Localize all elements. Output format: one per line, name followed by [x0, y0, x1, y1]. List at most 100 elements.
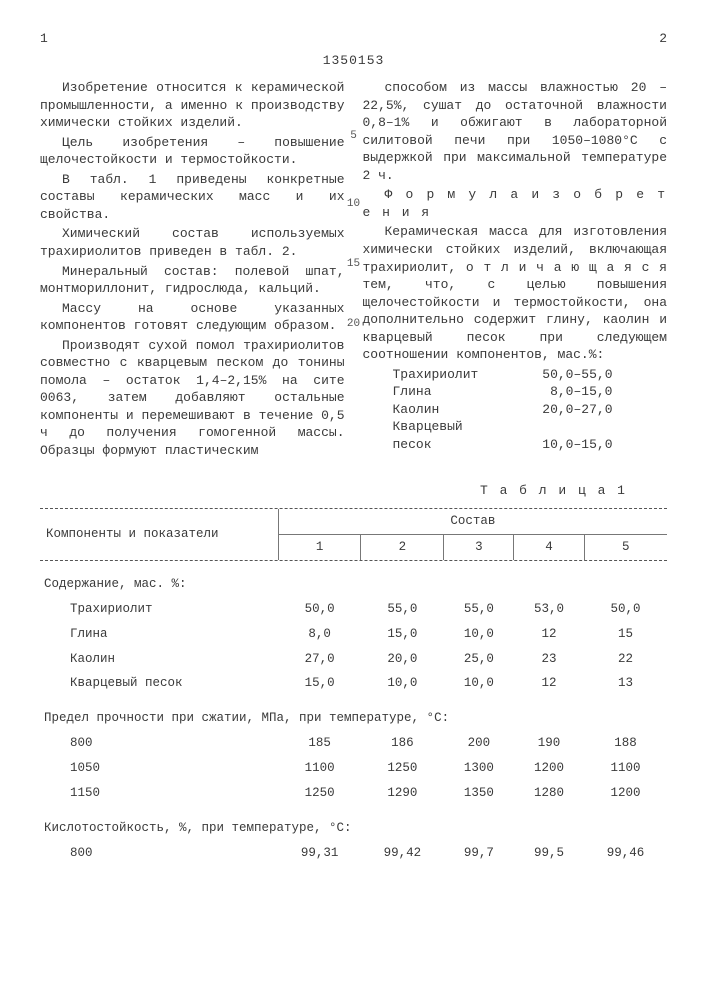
ratio-row: Каолин 20,0–27,0 — [393, 401, 613, 419]
para: Массу на основе указанных компонентов го… — [40, 300, 345, 335]
cell: 1200 — [514, 756, 584, 781]
table-row: Глина8,015,010,01215 — [40, 622, 667, 647]
table-row: 80099,3199,4299,799,599,46 — [40, 841, 667, 866]
cell: 53,0 — [514, 597, 584, 622]
section-label: Кислотостойкость, %, при температуре, °С… — [40, 806, 667, 841]
line-marker: 20 — [345, 317, 363, 332]
cell: 190 — [514, 731, 584, 756]
cell: 50,0 — [278, 597, 361, 622]
page-left: 1 — [40, 30, 48, 48]
doc-number: 1350153 — [40, 52, 667, 70]
row-label: Кварцевый песок — [40, 671, 278, 696]
cell: 20,0 — [361, 647, 444, 672]
cell: 15 — [584, 622, 667, 647]
line-marker: 10 — [345, 197, 363, 212]
table-row: Каолин27,020,025,02322 — [40, 647, 667, 672]
table-row: 800185186200190188 — [40, 731, 667, 756]
ratio-row: Трахириолит 50,0–55,0 — [393, 366, 613, 384]
table-row: 115012501290135012801200 — [40, 781, 667, 806]
cell: 8,0 — [278, 622, 361, 647]
row-label: 1150 — [40, 781, 278, 806]
ratio-range: 10,0–15,0 — [542, 436, 612, 454]
col-header-components: Компоненты и показатели — [40, 509, 278, 560]
ratio-name: Каолин — [393, 401, 440, 419]
cell: 99,5 — [514, 841, 584, 866]
para: Производят сухой помол трахириолитов сов… — [40, 337, 345, 460]
cell: 1200 — [584, 781, 667, 806]
row-label: 1050 — [40, 756, 278, 781]
ratio-row: Кварцевый — [393, 418, 613, 436]
para: Керамическая масса для изготовления хими… — [363, 223, 668, 363]
cell: 25,0 — [444, 647, 514, 672]
composition-table: Компоненты и показатели Состав 1 2 3 4 5… — [40, 507, 667, 865]
col-num: 5 — [584, 535, 667, 560]
ratio-range: 8,0–15,0 — [550, 383, 612, 401]
section-label: Предел прочности при сжатии, МПа, при те… — [40, 696, 667, 731]
cell: 200 — [444, 731, 514, 756]
ratio-name: песок — [393, 436, 432, 454]
cell: 1100 — [278, 756, 361, 781]
cell: 50,0 — [584, 597, 667, 622]
ratio-row: песок 10,0–15,0 — [393, 436, 613, 454]
cell: 1300 — [444, 756, 514, 781]
line-marker: 5 — [345, 129, 363, 144]
cell: 10,0 — [361, 671, 444, 696]
cell: 13 — [584, 671, 667, 696]
cell: 1290 — [361, 781, 444, 806]
cell: 15,0 — [278, 671, 361, 696]
cell: 188 — [584, 731, 667, 756]
col-num: 4 — [514, 535, 584, 560]
right-column: способом из массы влажностью 20 – 22,5%,… — [363, 79, 668, 461]
cell: 1250 — [361, 756, 444, 781]
cell: 10,0 — [444, 622, 514, 647]
col-num: 2 — [361, 535, 444, 560]
cell: 55,0 — [444, 597, 514, 622]
table-row: Трахириолит50,055,055,053,050,0 — [40, 597, 667, 622]
cell: 1350 — [444, 781, 514, 806]
ratio-name: Глина — [393, 383, 432, 401]
table-caption: Т а б л и ц а 1 — [40, 482, 627, 500]
para: Минеральный состав: полевой шпат, монтмо… — [40, 263, 345, 298]
row-label: 800 — [40, 841, 278, 866]
para: способом из массы влажностью 20 – 22,5%,… — [363, 79, 668, 184]
ratio-name: Кварцевый — [393, 418, 463, 436]
para: В табл. 1 приведены конкретные составы к… — [40, 171, 345, 224]
section-label: Содержание, мас. %: — [40, 562, 667, 597]
cell: 1100 — [584, 756, 667, 781]
cell: 99,46 — [584, 841, 667, 866]
row-label: Каолин — [40, 647, 278, 672]
line-marker: 15 — [345, 257, 363, 272]
col-header-composition: Состав — [278, 509, 667, 534]
cell: 12 — [514, 622, 584, 647]
para: Химический состав используемых трахириол… — [40, 225, 345, 260]
row-label: 800 — [40, 731, 278, 756]
row-label: Глина — [40, 622, 278, 647]
cell: 55,0 — [361, 597, 444, 622]
cell: 10,0 — [444, 671, 514, 696]
cell: 1280 — [514, 781, 584, 806]
cell: 23 — [514, 647, 584, 672]
para: Изобретение относится к керамической про… — [40, 79, 345, 132]
cell: 22 — [584, 647, 667, 672]
formula-heading: Ф о р м у л а и з о б р е т е н и я — [363, 186, 668, 221]
table-row: Кварцевый песок15,010,010,01213 — [40, 671, 667, 696]
left-column: Изобретение относится к керамической про… — [40, 79, 345, 461]
cell: 186 — [361, 731, 444, 756]
cell: 12 — [514, 671, 584, 696]
cell: 27,0 — [278, 647, 361, 672]
col-num: 3 — [444, 535, 514, 560]
ratio-range: 50,0–55,0 — [542, 366, 612, 384]
table-row: 105011001250130012001100 — [40, 756, 667, 781]
cell: 185 — [278, 731, 361, 756]
row-label: Трахириолит — [40, 597, 278, 622]
cell: 99,42 — [361, 841, 444, 866]
ratio-row: Глина 8,0–15,0 — [393, 383, 613, 401]
component-ratios: Трахириолит 50,0–55,0 Глина 8,0–15,0 Каоли… — [393, 366, 668, 454]
cell: 99,31 — [278, 841, 361, 866]
ratio-name: Трахириолит — [393, 366, 479, 384]
cell: 1250 — [278, 781, 361, 806]
para: Цель изобретения – повышение щелочестойк… — [40, 134, 345, 169]
col-num: 1 — [278, 535, 361, 560]
ratio-range: 20,0–27,0 — [542, 401, 612, 419]
cell: 99,7 — [444, 841, 514, 866]
